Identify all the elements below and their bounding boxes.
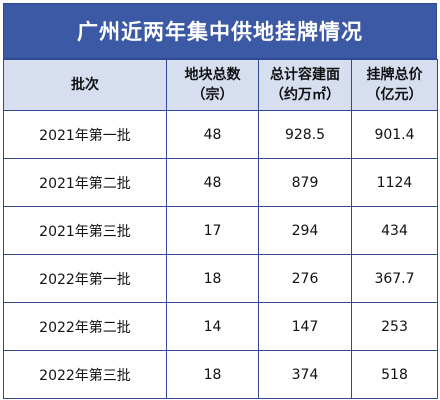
header-plot-count-label: 地块总数 xyxy=(184,67,241,83)
batch-cell: 2021年第三批 xyxy=(3,206,167,255)
listing-price-cell: 1124 xyxy=(351,158,438,207)
plot-count-cell: 18 xyxy=(166,254,259,303)
batch-cell: 2022年第二批 xyxy=(3,302,167,351)
floor-area-cell: 294 xyxy=(258,206,352,255)
table-row: 2022年第一批 18 276 367.7 xyxy=(3,254,438,303)
plot-count-cell: 18 xyxy=(166,350,259,399)
floor-area-cell: 147 xyxy=(258,302,352,351)
header-listing-price: 挂牌总价 （亿元） xyxy=(351,59,438,111)
listing-price-cell: 901.4 xyxy=(351,110,438,159)
header-floor-area-unit: （约万㎡） xyxy=(270,87,340,103)
floor-area-cell: 879 xyxy=(258,158,352,207)
header-listing-price-label: 挂牌总价 xyxy=(366,67,423,83)
batch-cell: 2022年第一批 xyxy=(3,254,167,303)
header-plot-count: 地块总数 （宗） xyxy=(166,59,259,111)
plot-count-cell: 17 xyxy=(166,206,259,255)
header-listing-price-unit: （亿元） xyxy=(366,87,423,103)
table-row: 2022年第二批 14 147 253 xyxy=(3,302,438,351)
plot-count-cell: 48 xyxy=(166,110,259,159)
floor-area-cell: 374 xyxy=(258,350,352,399)
listing-price-cell: 518 xyxy=(351,350,438,399)
listing-price-cell: 253 xyxy=(351,302,438,351)
header-batch: 批次 xyxy=(3,59,167,111)
table-body: 2021年第一批 48 928.5 901.4 2021年第二批 48 879 … xyxy=(3,110,438,399)
batch-cell: 2021年第一批 xyxy=(3,110,167,159)
plot-count-cell: 48 xyxy=(166,158,259,207)
floor-area-cell: 276 xyxy=(258,254,352,303)
header-batch-label: 批次 xyxy=(71,77,99,93)
table-header: 批次 地块总数 （宗） 总计容建面 （约万㎡） 挂牌总价 （亿元） xyxy=(3,59,438,111)
batch-cell: 2022年第三批 xyxy=(3,350,167,399)
plot-count-cell: 14 xyxy=(166,302,259,351)
table-row: 2021年第二批 48 879 1124 xyxy=(3,158,438,207)
land-supply-table: 批次 地块总数 （宗） 总计容建面 （约万㎡） 挂牌总价 （亿元） 2021年第… xyxy=(3,59,438,399)
floor-area-cell: 928.5 xyxy=(258,110,352,159)
header-floor-area-label: 总计容建面 xyxy=(270,67,340,83)
header-floor-area: 总计容建面 （约万㎡） xyxy=(258,59,352,111)
listing-price-cell: 367.7 xyxy=(351,254,438,303)
batch-cell: 2021年第二批 xyxy=(3,158,167,207)
table-row: 2022年第三批 18 374 518 xyxy=(3,350,438,399)
header-plot-count-unit: （宗） xyxy=(191,87,234,103)
table-row: 2021年第一批 48 928.5 901.4 xyxy=(3,110,438,159)
listing-price-cell: 434 xyxy=(351,206,438,255)
header-row: 批次 地块总数 （宗） 总计容建面 （约万㎡） 挂牌总价 （亿元） xyxy=(3,59,438,111)
table-title: 广州近两年集中供地挂牌情况 xyxy=(3,3,437,59)
table-row: 2021年第三批 17 294 434 xyxy=(3,206,438,255)
